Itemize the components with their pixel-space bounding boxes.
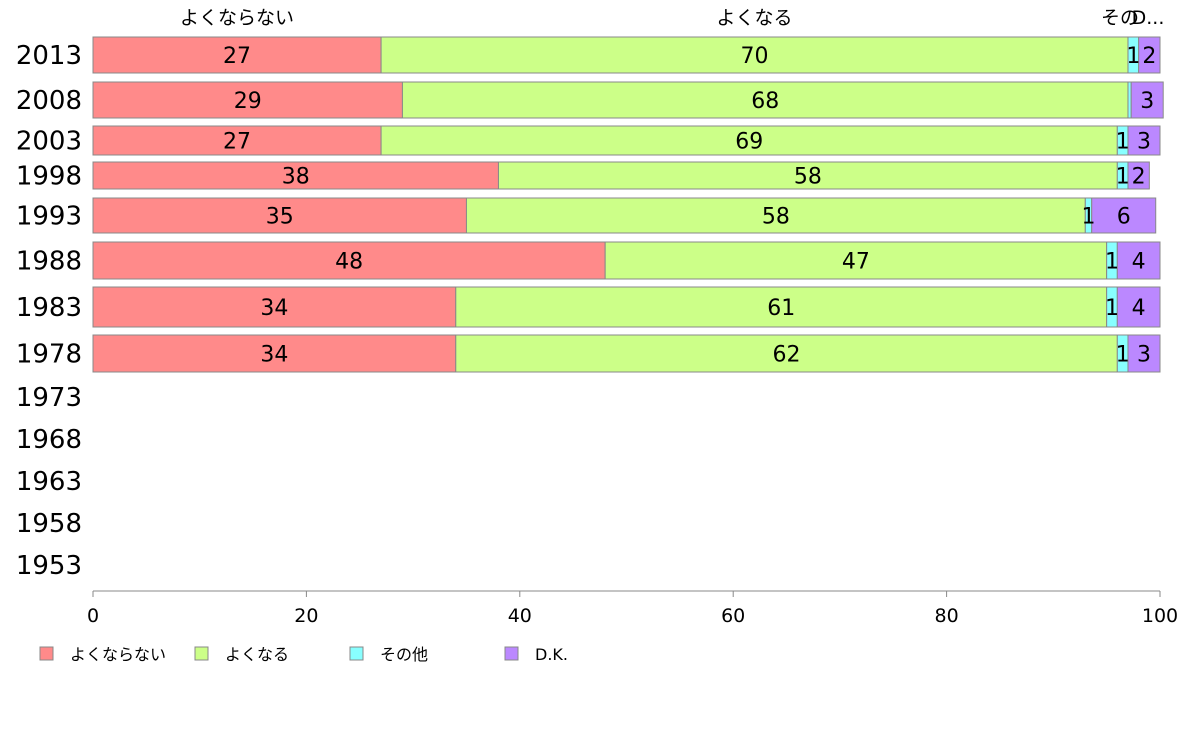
data-label-2003-series-1: 69 <box>735 130 763 155</box>
category-label-1988: 1988 <box>16 247 82 277</box>
legend-label-1: よくなる <box>225 645 289 664</box>
data-label-2008-series-1: 68 <box>751 89 779 114</box>
x-tick-label-100: 100 <box>1142 605 1178 627</box>
x-tick-label-20: 20 <box>294 605 318 627</box>
data-label-2003-series-0: 27 <box>223 130 251 155</box>
category-label-1978: 1978 <box>16 340 82 370</box>
data-label-2008-series-3: 3 <box>1140 89 1154 114</box>
data-label-1983-series-3: 4 <box>1132 296 1146 321</box>
column-headers: よくならない よくなる そのD... <box>180 7 1164 29</box>
column-header-3: D... <box>1132 7 1165 29</box>
x-tick-label-40: 40 <box>508 605 532 627</box>
bar-1993-series-1 <box>465 197 1086 234</box>
data-label-1988-series-1: 47 <box>842 250 870 275</box>
bar-1998-series-3 <box>1127 161 1150 190</box>
bar-2003-series-0 <box>92 125 382 156</box>
bar-1988-series-0 <box>92 241 606 280</box>
data-label-1978-series-1: 62 <box>773 343 801 368</box>
legend-label-3: D.K. <box>535 645 568 664</box>
data-label-1978-series-0: 34 <box>260 343 288 368</box>
data-label-1988-series-3: 4 <box>1132 250 1146 275</box>
data-label-2013-series-0: 27 <box>223 44 251 69</box>
category-label-1993: 1993 <box>16 202 82 232</box>
column-header-2: その <box>1101 7 1139 29</box>
data-label-1993-series-2: 1 <box>1082 205 1096 230</box>
data-label-2013-series-1: 70 <box>741 44 769 69</box>
data-label-1993-series-3: 6 <box>1117 205 1131 230</box>
x-tick-label-0: 0 <box>87 605 99 627</box>
data-label-1998-series-2: 1 <box>1116 165 1130 190</box>
category-label-1983: 1983 <box>16 293 82 323</box>
bar-1993-series-3 <box>1091 197 1157 234</box>
data-label-1998-series-0: 38 <box>282 165 310 190</box>
bar-1988-series-1 <box>604 241 1108 280</box>
bar-1978-series-3 <box>1127 334 1161 373</box>
data-label-1993-series-0: 35 <box>266 205 294 230</box>
bar-2003-series-1 <box>380 125 1118 156</box>
legend-swatch-3 <box>504 646 519 661</box>
category-labels: 2013 2008 2003 1998 1993 1988 1983 1978 1973 1968… <box>16 41 82 581</box>
data-labels: 27 70 1 229 68 327 69 1 338 58 1 235 58 1 648 47 1 434 61 1… <box>223 44 1156 368</box>
bar-1993-series-0 <box>92 197 467 234</box>
x-axis: 0 20 40 60 80 100 <box>87 590 1178 627</box>
category-label-1958: 1958 <box>16 509 82 539</box>
bar-2008-series-0 <box>92 81 403 119</box>
data-label-1983-series-0: 34 <box>260 296 288 321</box>
data-label-1978-series-3: 3 <box>1137 343 1151 368</box>
data-label-2013-series-2: 1 <box>1126 44 1140 69</box>
legend-label-0: よくならない <box>70 645 166 664</box>
data-label-1983-series-1: 61 <box>767 296 795 321</box>
bar-1978-series-0 <box>92 334 457 373</box>
bar-1983-series-0 <box>92 286 457 328</box>
category-label-1963: 1963 <box>16 467 82 497</box>
category-label-2003: 2003 <box>16 127 82 157</box>
data-label-2003-series-3: 3 <box>1137 130 1151 155</box>
bar-2013-series-3 <box>1138 36 1161 74</box>
bar-1998-series-0 <box>92 161 499 190</box>
legend-swatch-1 <box>194 646 209 661</box>
category-label-1968: 1968 <box>16 425 82 455</box>
data-label-1988-series-0: 48 <box>335 250 363 275</box>
category-label-1973: 1973 <box>16 383 82 413</box>
data-label-1983-series-2: 1 <box>1105 296 1119 321</box>
category-label-2008: 2008 <box>16 86 82 116</box>
category-label-1953: 1953 <box>16 551 82 581</box>
data-label-1998-series-3: 2 <box>1132 165 1146 190</box>
column-header-1: よくなる <box>717 7 793 29</box>
data-label-2008-series-0: 29 <box>234 89 262 114</box>
legend: よくならない よくなる その他 D.K. <box>39 645 568 664</box>
column-header-0: よくならない <box>180 7 294 29</box>
data-label-2003-series-2: 1 <box>1116 130 1130 155</box>
category-label-2013: 2013 <box>16 41 82 71</box>
legend-label-2: その他 <box>380 645 428 664</box>
data-label-1998-series-1: 58 <box>794 165 822 190</box>
data-label-2013-series-3: 2 <box>1142 44 1156 69</box>
bar-2013-series-1 <box>380 36 1129 74</box>
data-label-1978-series-2: 1 <box>1116 343 1130 368</box>
legend-swatch-0 <box>39 646 54 661</box>
x-tick-label-80: 80 <box>935 605 959 627</box>
x-tick-label-60: 60 <box>721 605 745 627</box>
bar-2003-series-3 <box>1127 125 1161 156</box>
data-label-1993-series-1: 58 <box>762 205 790 230</box>
data-label-1988-series-2: 1 <box>1105 250 1119 275</box>
legend-swatch-2 <box>349 646 364 661</box>
bar-2008-series-3 <box>1130 81 1164 119</box>
bar-1988-series-3 <box>1116 241 1161 280</box>
bars <box>92 36 1164 373</box>
category-label-1998: 1998 <box>16 162 82 192</box>
bar-1983-series-3 <box>1116 286 1161 328</box>
